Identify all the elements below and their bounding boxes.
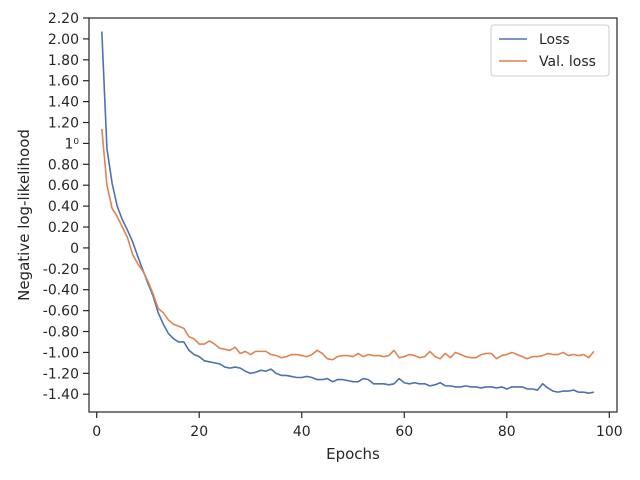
- legend-label-loss: Loss: [539, 32, 570, 48]
- y-tick-label: -1.00: [43, 345, 79, 361]
- legend: Loss Val. loss: [490, 24, 610, 77]
- y-tick-label: -0.20: [43, 262, 79, 278]
- legend-box: [490, 24, 610, 77]
- x-tick-label: 40: [293, 424, 311, 440]
- series-line-loss: [101, 31, 595, 394]
- y-tick-label: -0.60: [43, 304, 79, 320]
- y-tick-label: 0.80: [48, 157, 79, 173]
- x-tick-label: 20: [190, 424, 208, 440]
- x-tick-label: 100: [596, 424, 623, 440]
- x-axis-label: Epochs: [326, 445, 380, 463]
- x-tick-label: 0: [92, 424, 101, 440]
- y-tick-label: 1.20: [48, 116, 79, 132]
- plot-frame: [88, 17, 618, 413]
- y-tick-label: 2.20: [48, 11, 79, 27]
- y-tick-label: 1⁰: [64, 136, 79, 152]
- y-tick-label: -0.80: [43, 325, 79, 341]
- y-tick-label: 0.40: [48, 199, 79, 215]
- axis-layer: 0 20 40 60 80 100 2.20 2.00 1.80 1.60 1.40 1.20 1⁰ 0.…: [43, 11, 623, 440]
- y-tick-label: 1.80: [48, 53, 79, 69]
- y-tick-label: 0.60: [48, 178, 79, 194]
- series-layer: [101, 31, 595, 394]
- y-axis-label: Negative log-likelihood: [15, 129, 33, 301]
- series-line-val-loss: [101, 128, 595, 361]
- y-tick-label: 1.40: [48, 95, 79, 111]
- y-tick-label: 0: [70, 241, 79, 257]
- legend-label-val-loss: Val. loss: [539, 54, 596, 70]
- y-tick-label: 1.60: [48, 74, 79, 90]
- x-tick-label: 60: [395, 424, 413, 440]
- y-tick-label: -1.40: [43, 387, 79, 403]
- plot-area: [89, 18, 617, 412]
- y-tick-label: -0.40: [43, 283, 79, 299]
- y-tick-label: -1.20: [43, 366, 79, 382]
- y-tick-label: 0.20: [48, 220, 79, 236]
- x-tick-label: 80: [498, 424, 516, 440]
- y-tick-label: 2.00: [48, 32, 79, 48]
